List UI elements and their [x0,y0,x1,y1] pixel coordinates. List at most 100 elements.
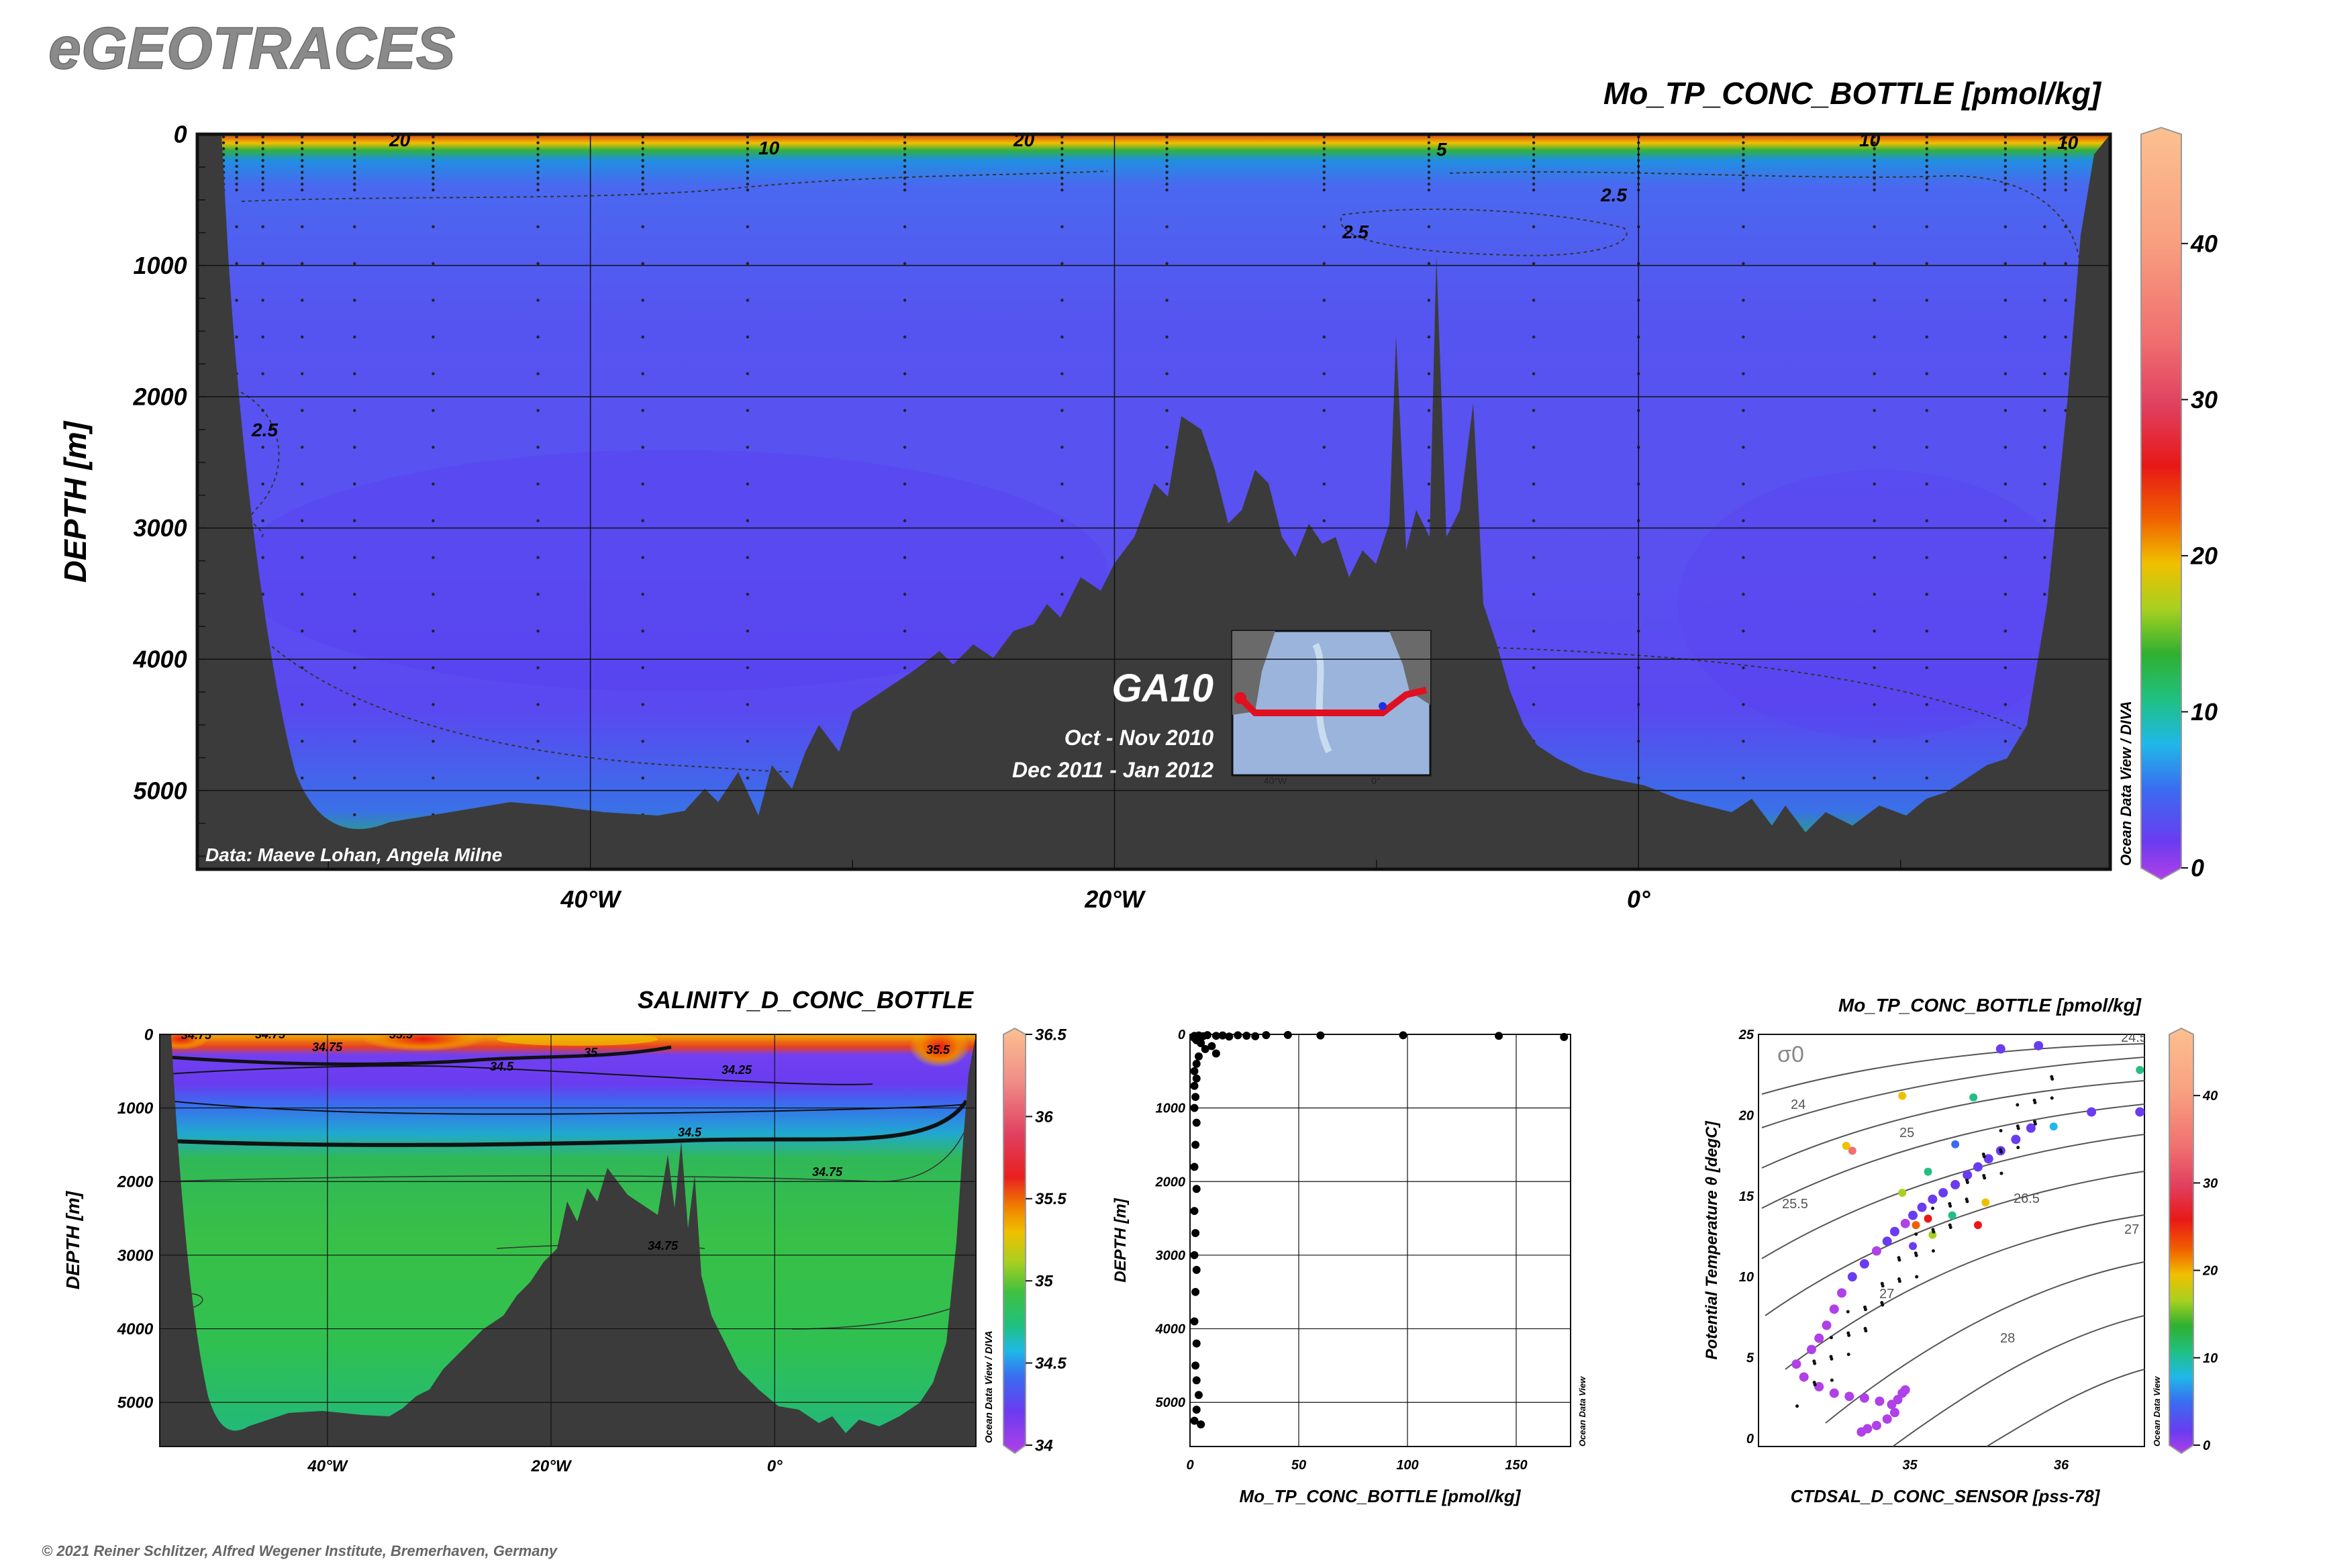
sample-dot [1165,409,1169,412]
sample-dot [300,299,304,302]
sample-dot [1165,183,1169,186]
ts-sample-dot [1915,1275,1919,1279]
sample-dot [1873,170,1876,174]
sample-dot [1532,299,1536,302]
sample-dot [1532,177,1536,180]
sample-dot [2043,299,2046,302]
sample-dot [1427,262,1431,265]
sample-dot [903,519,907,523]
sample-dot [746,135,750,139]
sample-dot [1060,153,1064,156]
sample-dot [1873,225,1876,229]
sample-dot [641,225,644,229]
ts-xlabel: CTDSAL_D_CONC_SENSOR [pss-78] [1791,1486,2101,1506]
sample-dot [641,135,644,139]
sample-dot [353,141,356,144]
sample-dot [235,177,238,180]
sample-dot [1322,188,1326,192]
profile-scatter-chart: DEPTH [m] Mo_TP_CONC_BOTTLE [pmol/kg] 0 1… [1111,1028,1587,1506]
sample-dot [1165,158,1169,162]
profile-point [1194,1391,1203,1400]
main-deep-minimum [235,450,1107,691]
sample-dot [1427,141,1431,144]
sample-dot [1742,147,1745,150]
y-tick-label: 0 [144,1026,154,1044]
sample-dot [2043,556,2046,559]
sample-dot [1742,740,1745,743]
sample-dot [1873,262,1876,265]
sample-dot [353,135,356,139]
profile-point [1242,1031,1251,1040]
profile-point [1190,1317,1199,1326]
main-colorbar: 0 10 20 30 40 [2140,126,2218,882]
sample-dot [1165,135,1169,139]
sample-dot [1873,446,1876,449]
ts-point [1882,1236,1892,1246]
sample-dot [2064,158,2067,162]
svg-text:34.75: 34.75 [181,1028,212,1042]
ts-point [1889,1226,1899,1236]
y-tick-label: 3000 [1156,1248,1186,1263]
sample-dot [1532,158,1536,162]
sample-dot [536,482,540,486]
sample-dot [1742,153,1745,156]
sample-dot [903,147,907,150]
sample-dot [641,372,644,376]
ts-point [1928,1194,1938,1204]
sample-dot [641,740,644,743]
sample-dot [432,482,435,486]
sample-dot [1742,556,1745,559]
ts-sample-dot [1830,1378,1834,1382]
sample-dot [300,666,304,670]
sample-dot [300,164,304,168]
sample-dot [432,776,435,780]
ts-sample-dot [1965,1197,1969,1202]
sample-dot [235,183,238,186]
sample-dot [432,519,435,523]
ts-sample-dot [1897,1277,1901,1281]
sample-dot [2003,519,2008,523]
sample-dot [2003,409,2008,412]
sample-dot [432,703,435,706]
sample-dot [1873,177,1876,180]
profile-point [1207,1042,1216,1050]
sample-dot [1532,372,1536,376]
profile-point [1194,1052,1203,1061]
sample-dot [903,629,907,633]
y-tick-label: 3000 [134,514,187,542]
sample-dot [432,153,435,156]
ts-sample-dot [1931,1249,1935,1253]
svg-text:27: 27 [1879,1287,1894,1302]
ts-sample-dot [1846,1310,1850,1314]
ts-point [1829,1388,1839,1398]
sample-dot [300,409,304,412]
sample-dot [2064,141,2067,144]
sample-dot [1322,153,1326,156]
sample-dot [353,153,356,156]
svg-text:35.5: 35.5 [926,1043,950,1057]
sample-dot [1322,164,1326,168]
sample-dot [641,141,644,144]
brand-logo: eGEOTRACES [48,15,455,81]
sample-dot [2064,164,2067,168]
main-contour-2.5-deep [261,637,793,773]
colorbar-tick-label: 40 [2202,1089,2218,1104]
y-tick-label: 5 [1746,1351,1754,1366]
sample-dot [1873,372,1876,376]
sample-dot [2064,372,2067,376]
sample-dot [300,372,304,376]
sample-dot [536,147,540,150]
sample-dot [353,158,356,162]
svg-text:2.5: 2.5 [1600,185,1627,205]
y-tick-label: 4000 [133,646,187,673]
x-tick-label: 0° [1627,885,1650,913]
profile-point [1190,1416,1199,1425]
y-tick-label: 20 [1738,1108,1754,1123]
sample-dot [300,519,304,523]
sample-dot [2003,740,2008,743]
ts-sample-dot [1880,1281,1884,1285]
sample-dot [1532,225,1536,229]
ts-point [1848,1146,1856,1155]
svg-text:5: 5 [1436,139,1447,160]
ts-isopycnals [1761,1043,2144,1447]
